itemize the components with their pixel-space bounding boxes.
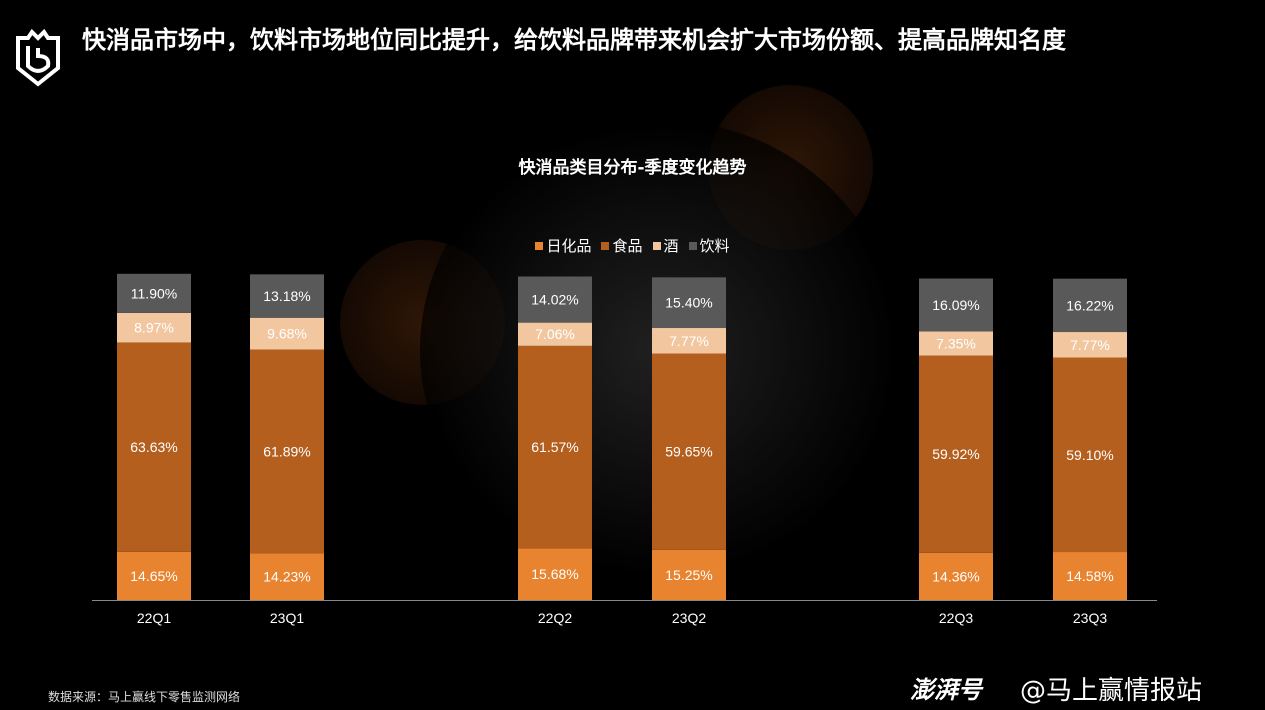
bar-segment	[919, 552, 993, 600]
bar-segment	[250, 274, 324, 318]
chart-title: 快消品类目分布-季度变化趋势	[518, 158, 747, 178]
data-label: 61.57%	[531, 439, 578, 455]
data-label: 59.10%	[1066, 447, 1113, 463]
x-tick-label: 22Q1	[137, 610, 171, 626]
x-tick-label: 22Q2	[538, 610, 572, 626]
bar-segment	[518, 322, 592, 346]
bar-segment	[919, 355, 993, 553]
data-label: 14.58%	[1066, 568, 1113, 584]
data-label: 59.92%	[932, 446, 979, 462]
data-label: 59.65%	[665, 444, 712, 460]
data-label: 15.25%	[665, 567, 712, 583]
legend-swatch	[652, 241, 661, 250]
author-handle: @马上赢情报站	[1020, 676, 1203, 706]
bar-segment	[1053, 332, 1127, 358]
bar-segment	[652, 328, 726, 354]
x-tick-label: 23Q1	[270, 610, 304, 626]
x-tick-label: 22Q3	[939, 610, 973, 626]
bar-segment	[518, 345, 592, 549]
legend-swatch	[601, 241, 610, 250]
bar-segment	[919, 331, 993, 356]
data-label: 11.90%	[131, 285, 177, 301]
data-label: 16.22%	[1066, 297, 1113, 313]
legend-item: 酒	[652, 235, 679, 256]
bar-segment	[250, 317, 324, 350]
data-label: 8.97%	[134, 320, 174, 336]
brand-watermark: 澎湃号	[910, 676, 982, 704]
legend-item: 饮料	[688, 235, 730, 256]
bar-segment	[919, 278, 993, 332]
x-tick-label: 23Q3	[1073, 610, 1107, 626]
data-label: 15.40%	[665, 295, 712, 311]
bar-segment	[1053, 552, 1127, 600]
data-label: 7.77%	[669, 333, 709, 349]
page-title: 快消品市场中，饮料市场地位同比提升，给饮料品牌带来机会扩大市场份额、提高品牌知名…	[82, 26, 1066, 54]
data-label: 14.65%	[130, 568, 177, 584]
bar-segment	[117, 551, 191, 600]
x-tick-label: 23Q2	[672, 610, 706, 626]
bar-segment	[117, 342, 191, 552]
legend-item: 食品	[601, 235, 643, 256]
data-label: 14.36%	[932, 568, 979, 584]
data-label: 61.89%	[263, 443, 310, 459]
bar-segment	[117, 273, 191, 313]
data-label: 14.02%	[531, 292, 578, 308]
legend-swatch	[688, 241, 697, 250]
bar-segment	[1053, 357, 1127, 553]
data-label: 7.35%	[936, 336, 976, 352]
data-label: 16.09%	[932, 297, 979, 313]
bar-segment	[652, 277, 726, 329]
data-source: 数据来源：马上赢线下零售监测网络	[48, 690, 241, 704]
bar-segment	[518, 548, 592, 600]
brand-logo-icon	[16, 28, 60, 87]
data-label: 14.23%	[263, 569, 310, 585]
data-label: 7.77%	[1070, 337, 1110, 353]
bar-segment	[250, 349, 324, 554]
legend-label: 食品	[612, 237, 643, 255]
legend-swatch	[535, 241, 544, 250]
bar-segment	[117, 312, 191, 343]
legend-label: 日化品	[546, 237, 592, 255]
bar-segment	[652, 353, 726, 550]
bar-segment	[250, 553, 324, 600]
bar-segment	[652, 549, 726, 600]
data-label: 13.18%	[263, 288, 310, 304]
bar-segment	[1053, 278, 1127, 333]
data-label: 9.68%	[267, 326, 307, 342]
legend-item: 日化品	[535, 235, 591, 256]
data-label: 7.06%	[535, 326, 575, 342]
legend-label: 饮料	[699, 237, 730, 255]
data-label: 15.68%	[531, 566, 578, 582]
bar-segment	[518, 276, 592, 323]
legend-label: 酒	[663, 237, 679, 255]
chart-legend: 日化品 食品 酒 饮料	[0, 235, 1265, 256]
data-label: 63.63%	[130, 439, 177, 455]
